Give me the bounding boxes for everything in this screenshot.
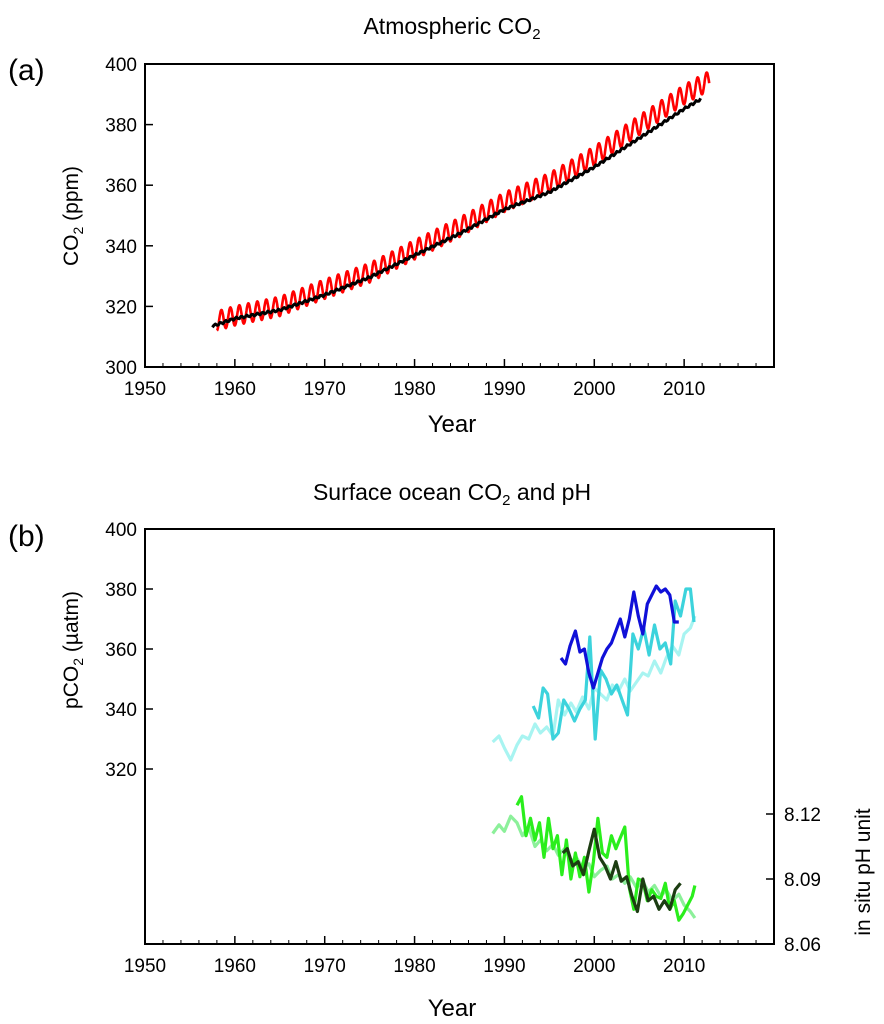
pco2-line-2 <box>559 584 679 690</box>
panel-a-label: (a) <box>8 54 45 87</box>
a-xtick-label: 1970 <box>304 379 346 400</box>
b-ytick-label: 380 <box>105 580 137 601</box>
a-xtick-label: 1960 <box>214 379 256 400</box>
panel-b-y2label: in situ pH unit <box>852 808 875 935</box>
b-xtick-label: 1980 <box>393 956 435 977</box>
panel-b-ylabel: pCO2 (µatm) <box>60 591 86 709</box>
panel-b-xlabel: Year <box>428 995 477 1022</box>
panel-a-title: Atmospheric CO2 <box>363 13 540 43</box>
b-xtick-label: 1950 <box>124 956 166 977</box>
panel-b-label: (b) <box>8 520 45 553</box>
a-ytick-label: 380 <box>105 116 137 137</box>
b-xtick-label: 2000 <box>573 956 615 977</box>
a-ytick-label: 400 <box>105 55 137 76</box>
b-ytick-label: 360 <box>105 640 137 661</box>
pco2-line-1 <box>531 587 696 741</box>
b-ytick-label: 320 <box>105 760 137 781</box>
panel-b-title: Surface ocean CO2 and pH <box>313 479 591 509</box>
a-ytick-label: 320 <box>105 297 137 318</box>
b-xtick-label: 1960 <box>214 956 256 977</box>
a-xtick-label: 2000 <box>573 379 615 400</box>
a-ytick-label: 300 <box>105 358 137 379</box>
b-xtick-label: 1970 <box>304 956 346 977</box>
panel-a-xlabel: Year <box>428 411 477 438</box>
panel-a: Atmospheric CO2 (a) 1950 1960 1970 1980 1990… <box>8 13 775 438</box>
panel-b-series <box>491 584 697 922</box>
panel-b-ticks: 1950 1960 1970 1980 1990 2000 2010 320 340 360 380… <box>105 520 821 977</box>
ph-line-2 <box>561 827 682 914</box>
panel-a-series <box>211 71 711 332</box>
a-ytick-label: 340 <box>105 237 137 258</box>
panel-b: Surface ocean CO2 and pH (b) 1950 1960 197… <box>8 479 875 1022</box>
b-ytick-label: 400 <box>105 520 137 541</box>
b-xtick-label: 1990 <box>483 956 525 977</box>
b-y2tick-label: 8.09 <box>784 870 821 891</box>
a-xtick-label: 2010 <box>663 379 705 400</box>
co2-monthly-line <box>215 71 711 332</box>
a-xtick-label: 1950 <box>124 379 166 400</box>
panel-a-ticks: 1950 1960 1970 1980 1990 2000 2010 300 320 340 360… <box>105 55 757 400</box>
panel-b-plot-frame <box>144 528 775 945</box>
b-y2tick-label: 8.06 <box>784 935 821 956</box>
b-ytick-label: 340 <box>105 700 137 721</box>
co2-annual-line <box>211 97 702 329</box>
a-ytick-label: 360 <box>105 176 137 197</box>
ph-line-1 <box>515 795 697 922</box>
a-xtick-label: 1980 <box>393 379 435 400</box>
panel-a-ylabel: CO2 (ppm) <box>60 166 86 266</box>
b-y2tick-label: 8.12 <box>784 805 821 826</box>
b-xtick-label: 2010 <box>663 956 705 977</box>
a-xtick-label: 1990 <box>483 379 525 400</box>
panel-a-plot-frame <box>144 63 775 368</box>
